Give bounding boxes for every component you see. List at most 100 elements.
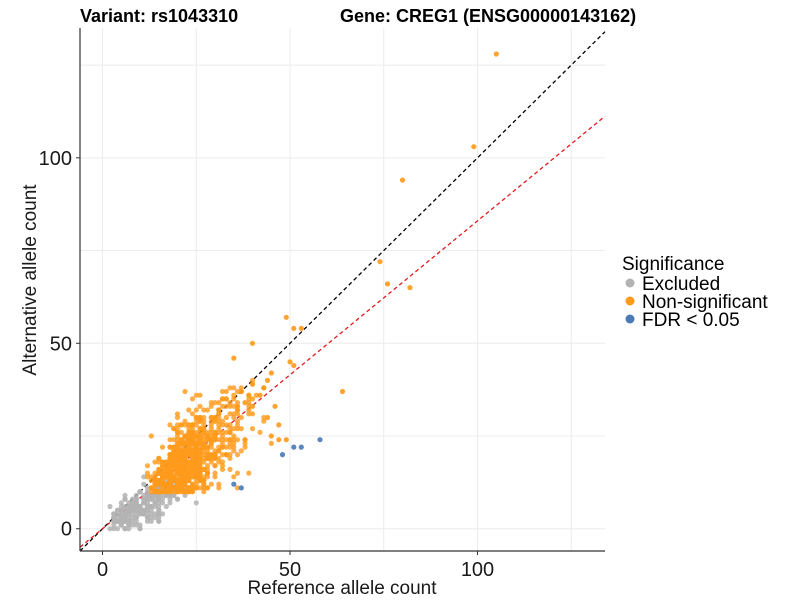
point-non-significant — [201, 414, 207, 421]
point-excluded — [152, 511, 158, 517]
point-non-significant — [163, 489, 169, 495]
point-non-significant — [193, 440, 199, 446]
point-non-significant — [156, 481, 162, 487]
point-non-significant — [171, 489, 177, 495]
point-non-significant — [174, 448, 181, 454]
legend-label: Non-significant — [642, 292, 768, 313]
point-non-significant — [212, 418, 218, 424]
point-fdr-significant — [238, 485, 244, 491]
point-non-significant — [163, 470, 169, 476]
point-non-significant — [238, 448, 244, 454]
point-excluded — [144, 503, 151, 510]
point-non-significant — [283, 314, 289, 320]
point-non-significant — [186, 474, 192, 480]
point-non-significant — [193, 429, 199, 435]
point-non-significant — [204, 474, 211, 480]
point-non-significant — [227, 444, 233, 450]
point-non-significant — [148, 474, 154, 480]
point-non-significant — [231, 403, 237, 409]
point-non-significant — [246, 403, 252, 409]
point-non-significant — [186, 485, 192, 491]
point-non-significant — [186, 407, 192, 413]
point-non-significant — [234, 407, 241, 413]
point-non-significant — [148, 477, 154, 484]
point-excluded — [133, 507, 139, 513]
point-non-significant — [174, 411, 181, 417]
point-excluded — [133, 511, 139, 517]
point-non-significant — [182, 474, 188, 480]
point-non-significant — [231, 396, 237, 402]
y-tick-label: 50 — [50, 333, 72, 355]
point-non-significant — [174, 489, 181, 495]
point-non-significant — [223, 444, 229, 450]
point-excluded — [156, 503, 162, 510]
point-non-significant — [204, 429, 211, 435]
point-fdr-significant — [291, 444, 297, 450]
legend-title: Significance — [622, 254, 724, 275]
point-excluded — [126, 526, 132, 532]
point-non-significant — [171, 455, 177, 461]
point-excluded — [156, 500, 162, 506]
point-non-significant — [298, 325, 304, 331]
point-non-significant — [197, 426, 203, 432]
point-non-significant — [182, 437, 188, 443]
point-excluded — [141, 474, 147, 480]
point-excluded — [137, 503, 143, 510]
point-non-significant — [201, 429, 207, 435]
legend-swatch — [625, 278, 635, 288]
point-non-significant — [189, 429, 196, 435]
point-excluded — [152, 496, 158, 502]
point-non-significant — [193, 407, 199, 413]
point-non-significant — [291, 325, 297, 331]
point-non-significant — [223, 396, 229, 402]
point-non-significant — [231, 474, 237, 480]
point-non-significant — [174, 444, 181, 450]
point-non-significant — [171, 452, 177, 458]
point-non-significant — [234, 485, 241, 491]
point-non-significant — [156, 477, 162, 484]
point-non-significant — [167, 422, 173, 428]
point-non-significant — [201, 455, 207, 461]
point-non-significant — [152, 489, 158, 495]
point-excluded — [152, 500, 158, 506]
point-non-significant — [201, 437, 207, 443]
data-points — [107, 51, 499, 532]
point-non-significant — [193, 392, 199, 398]
point-excluded — [118, 503, 124, 510]
point-non-significant — [197, 440, 203, 446]
point-excluded — [148, 492, 154, 498]
point-excluded — [129, 500, 136, 506]
point-non-significant — [167, 481, 173, 487]
legend-swatch — [625, 314, 635, 324]
point-excluded — [122, 518, 128, 524]
point-non-significant — [171, 437, 177, 443]
point-excluded — [193, 500, 199, 506]
point-non-significant — [216, 481, 222, 487]
point-non-significant — [193, 477, 199, 484]
point-non-significant — [212, 433, 218, 439]
point-non-significant — [231, 355, 237, 361]
y-tick-label: 100 — [39, 148, 72, 170]
point-excluded — [118, 507, 124, 513]
point-excluded — [129, 522, 136, 528]
point-fdr-significant — [298, 444, 304, 450]
point-non-significant — [171, 477, 177, 484]
point-non-significant — [234, 422, 241, 428]
point-non-significant — [189, 459, 196, 465]
point-non-significant — [152, 470, 158, 476]
point-excluded — [163, 477, 169, 484]
point-non-significant — [261, 414, 267, 421]
point-non-significant — [163, 485, 169, 491]
point-non-significant — [163, 463, 169, 469]
point-non-significant — [219, 437, 226, 443]
point-non-significant — [197, 418, 203, 424]
point-non-significant — [212, 452, 218, 458]
point-non-significant — [216, 448, 222, 454]
point-excluded — [148, 496, 154, 502]
point-non-significant — [471, 144, 477, 150]
point-non-significant — [197, 470, 203, 476]
point-non-significant — [231, 426, 237, 432]
point-excluded — [159, 511, 166, 517]
point-excluded — [144, 511, 151, 517]
point-non-significant — [219, 466, 226, 472]
